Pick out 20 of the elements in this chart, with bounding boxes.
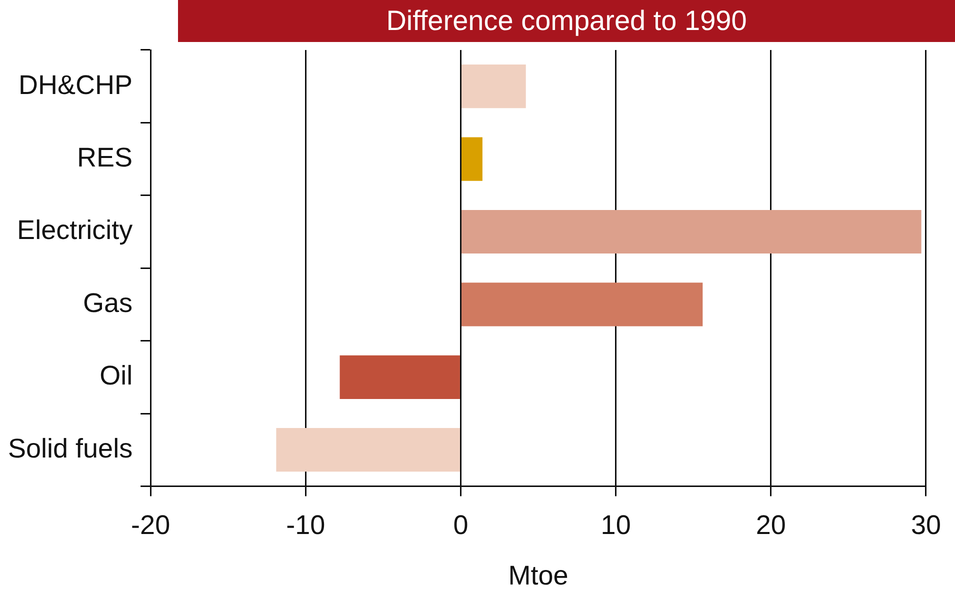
x-tick-label: 0 [453,510,468,540]
x-tick-label: 20 [756,510,786,540]
x-tick-label: -20 [131,510,170,540]
y-tick-label: Oil [100,360,133,391]
bar [461,210,922,254]
x-tick-label: 30 [910,510,942,540]
bar [461,282,703,326]
bar [461,137,482,181]
y-tick-label: Gas [83,288,133,318]
bar [276,428,460,472]
y-tick-label: Electricity [17,215,134,246]
chart-title: Difference compared to 1990 [178,0,955,42]
y-tick-label: Solid fuels [8,433,133,464]
x-tick-label: 10 [600,510,631,540]
y-tick-label: RES [77,142,133,173]
bar [340,355,460,399]
x-tick-label: -10 [286,510,326,540]
x-axis-title: Mtoe [508,560,568,590]
bar [461,64,526,108]
y-tick-label: DH&CHP [18,70,133,100]
